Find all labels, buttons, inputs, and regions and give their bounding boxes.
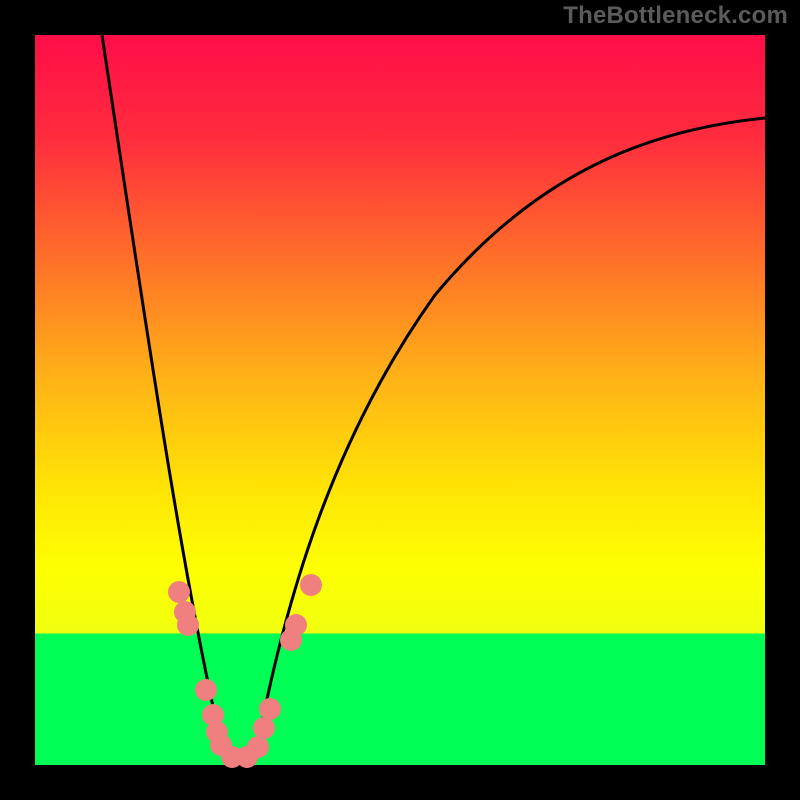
data-marker	[285, 614, 307, 636]
data-marker	[253, 717, 275, 739]
data-marker	[195, 679, 217, 701]
data-marker	[300, 574, 322, 596]
left-curve	[102, 35, 225, 759]
watermark-text: TheBottleneck.com	[563, 2, 788, 30]
data-marker	[177, 614, 199, 636]
data-marker	[247, 736, 269, 758]
curve-overlay	[35, 35, 765, 765]
data-marker	[168, 581, 190, 603]
data-marker	[259, 698, 281, 720]
plot-area	[35, 35, 765, 765]
right-curve	[255, 118, 765, 759]
marker-group	[168, 574, 322, 768]
chart-container: TheBottleneck.com	[0, 0, 800, 800]
